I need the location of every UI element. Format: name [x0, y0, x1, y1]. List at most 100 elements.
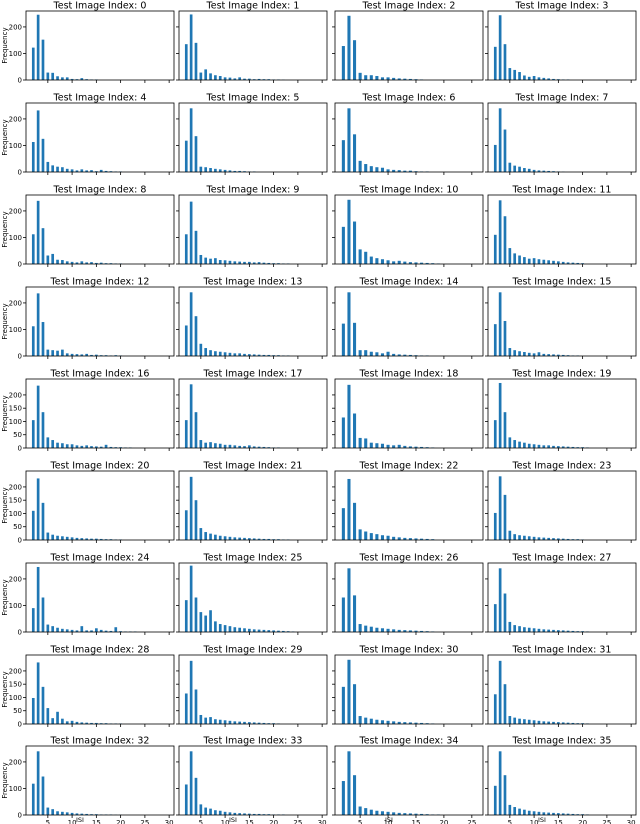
- histogram-bar: [41, 502, 45, 540]
- histogram-bar: [65, 353, 69, 356]
- histogram-bar: [95, 354, 98, 356]
- panel-frame: [178, 745, 328, 816]
- histogram-bar: [90, 538, 93, 540]
- histogram-bar: [267, 354, 271, 356]
- histogram-panel: Test Image Index: 13: [176, 277, 328, 359]
- histogram-bar: [353, 134, 357, 172]
- histogram-panel: Test Image Index: 35 5 10 15 20 25 30 ISI: [485, 736, 637, 824]
- histogram-bar: [209, 258, 212, 264]
- histogram-bar: [238, 537, 241, 540]
- histogram-bar: [114, 627, 118, 632]
- histogram-bar: [537, 77, 541, 80]
- histogram-bar: [51, 718, 55, 724]
- histogram-bar: [375, 443, 379, 448]
- histogram-bar: [561, 538, 565, 540]
- y-tick-label: 200: [9, 483, 22, 491]
- histogram-bar: [90, 262, 93, 264]
- histogram-bar: [36, 293, 40, 356]
- histogram-bar: [566, 813, 570, 815]
- histogram-bar: [252, 446, 256, 448]
- histogram-bar: [341, 781, 345, 815]
- histogram-bar: [99, 723, 103, 724]
- histogram-bar: [493, 512, 497, 540]
- histogram-bar: [375, 627, 379, 632]
- y-tick-label: 200: [9, 115, 22, 123]
- histogram-bar: [36, 110, 40, 172]
- histogram-bar: [75, 170, 79, 172]
- histogram-bar: [56, 711, 59, 724]
- histogram-bar: [75, 537, 79, 540]
- histogram-bar: [392, 261, 396, 264]
- histogram-bar: [204, 348, 208, 356]
- histogram-bar: [408, 78, 412, 80]
- histogram-bar: [386, 535, 390, 540]
- histogram-panel: Test Image Index: 9: [176, 185, 328, 267]
- histogram-bar: [493, 604, 497, 632]
- histogram-bar: [508, 621, 512, 632]
- histogram-bar: [386, 351, 390, 356]
- histogram-bar: [532, 169, 536, 172]
- histogram-bar: [369, 809, 373, 815]
- histogram-bar: [95, 628, 98, 632]
- histogram-bar: [552, 445, 555, 448]
- panel-title: Test Image Index: 21: [203, 461, 303, 472]
- x-tick-label: 10: [530, 819, 539, 824]
- x-tick-label: 20: [578, 819, 587, 824]
- histogram-bar: [214, 168, 217, 172]
- histogram-bar: [262, 722, 266, 724]
- histogram-bar: [194, 500, 198, 540]
- histogram-bar: [518, 255, 521, 264]
- histogram-bar: [375, 258, 379, 264]
- histogram-bar: [262, 814, 266, 815]
- histogram-bar: [498, 382, 502, 448]
- histogram-bar: [204, 807, 208, 815]
- histogram-bar: [414, 630, 418, 632]
- histogram-bar: [262, 629, 266, 632]
- histogram-bar: [46, 161, 50, 172]
- histogram-bar: [397, 721, 401, 724]
- histogram-bar: [194, 316, 198, 356]
- histogram-bar: [243, 78, 246, 80]
- histogram-bar: [513, 440, 517, 448]
- histogram-bar: [493, 420, 497, 448]
- x-tick-label: 5: [46, 819, 50, 824]
- y-axis-label: Frequency: [1, 211, 9, 247]
- x-tick-label: 25: [140, 819, 149, 824]
- histogram-bar: [547, 260, 550, 264]
- histogram-bar: [498, 15, 502, 80]
- histogram-bar: [248, 722, 251, 724]
- histogram-bar: [218, 624, 222, 632]
- histogram-bar: [493, 234, 497, 264]
- panel-frame: [334, 10, 484, 81]
- histogram-bar: [425, 538, 429, 540]
- histogram-bar: [537, 352, 541, 356]
- histogram-bar: [420, 262, 424, 264]
- histogram-bar: [257, 446, 261, 448]
- histogram-bar: [95, 538, 98, 540]
- histogram-bar: [542, 812, 546, 815]
- panel-frame: [487, 10, 637, 81]
- panel-title: Test Image Index: 33: [203, 736, 303, 747]
- histogram-bar: [70, 353, 74, 356]
- histogram-bar: [566, 446, 570, 448]
- histogram-bar: [503, 129, 507, 172]
- histogram-bar: [557, 813, 560, 815]
- histogram-bar: [257, 813, 261, 815]
- histogram-bar: [36, 566, 40, 632]
- histogram-bar: [364, 531, 368, 540]
- histogram-bar: [369, 442, 373, 448]
- histogram-bar: [218, 76, 222, 80]
- histogram-bar: [272, 630, 275, 632]
- y-axis-label: Frequency: [1, 119, 9, 155]
- histogram-bar: [347, 751, 351, 815]
- histogram-bar: [380, 811, 385, 815]
- histogram-bar: [277, 539, 280, 540]
- histogram-bar: [194, 689, 198, 724]
- histogram-bar: [513, 625, 517, 632]
- histogram-bar: [41, 228, 45, 264]
- histogram-bar: [392, 353, 396, 356]
- histogram-bar: [65, 261, 69, 264]
- histogram-bar: [272, 723, 275, 724]
- histogram-bar: [518, 535, 521, 540]
